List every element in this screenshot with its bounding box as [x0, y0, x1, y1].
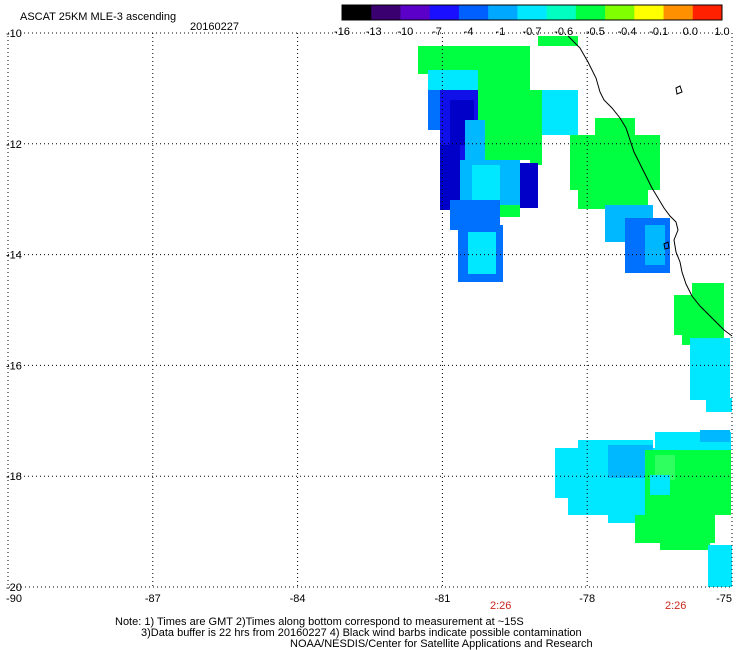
lon-label: -90	[6, 593, 22, 605]
lon-label: -87	[145, 593, 161, 605]
data-cell	[570, 135, 660, 190]
colorbar-swatch	[400, 5, 431, 20]
colorbar-swatch	[488, 5, 518, 20]
lat-label: -10	[6, 28, 22, 40]
lat-labels: -10 -12 -14 -16 -18 -20	[6, 28, 22, 594]
lon-labels: -90 -87 -84 -81 -78 -75	[6, 593, 732, 605]
colorbar-swatch	[429, 5, 460, 20]
colorbar-swatch	[663, 5, 694, 20]
data-cell	[465, 120, 485, 160]
map-title: ASCAT 25KM MLE-3 ascending	[20, 11, 176, 23]
data-cell	[542, 90, 578, 135]
colorbar-swatch	[692, 5, 723, 20]
data-cell	[428, 90, 440, 130]
data-cell	[530, 90, 542, 165]
data-cell	[440, 145, 460, 210]
colorbar-label: -4	[464, 26, 474, 38]
data-cell	[690, 338, 730, 400]
colorbar-label: 0.0	[683, 26, 698, 38]
data-cell	[428, 70, 478, 90]
colorbar-swatch	[546, 5, 577, 20]
data-cell	[468, 232, 496, 274]
lon-label: -81	[434, 593, 450, 605]
lon-label: -78	[579, 593, 595, 605]
note-line-2: 3)Data buffer is 22 hrs from 20160227 4)…	[141, 627, 582, 639]
coastline	[567, 35, 733, 337]
lat-label: -20	[6, 582, 22, 594]
data-cell	[478, 50, 530, 160]
data-cell	[520, 163, 538, 208]
data-cell	[700, 430, 730, 442]
data-cell	[674, 295, 724, 335]
colorbar-label: -7	[432, 26, 442, 38]
colorbar-label: -13	[366, 26, 382, 38]
lon-label: -75	[716, 593, 732, 605]
data-cell	[655, 455, 675, 480]
pass-time: 2:26	[490, 600, 511, 612]
graticule	[8, 33, 732, 587]
island-outline	[663, 241, 670, 250]
lon-label: -84	[290, 593, 306, 605]
wind-data-cells	[418, 36, 732, 587]
colorbar-swatch	[517, 5, 548, 20]
colorbar-swatch	[371, 5, 401, 20]
data-cell	[595, 118, 635, 138]
colorbar-label: -0.4	[618, 26, 637, 38]
colorbar-label: -10	[397, 26, 413, 38]
data-cell	[650, 475, 670, 495]
colorbar-label: -0.7	[523, 26, 542, 38]
map-date: 20160227	[190, 21, 239, 33]
note-line-1: Note: 1) Times are GMT 2)Times along bot…	[115, 616, 524, 628]
note-line-3: NOAA/NESDIS/Center for Satellite Applica…	[290, 638, 593, 650]
colorbar-swatch	[458, 5, 489, 20]
colorbar: -16 -13 -10 -7 -4 -1 -0.7 -0.6 -0.5 -0.4 -0.1 0.0 1.…	[334, 4, 730, 38]
colorbar-label: -1	[495, 26, 505, 38]
lat-label: -12	[6, 139, 22, 151]
colorbar-label: -0.5	[586, 26, 605, 38]
pass-time: 2:26	[665, 600, 686, 612]
lat-label: -14	[6, 250, 22, 262]
colorbar-swatch	[575, 5, 606, 20]
lat-label: -18	[6, 471, 22, 483]
lake-outline	[675, 85, 683, 95]
data-cell	[708, 545, 732, 587]
map-frame	[7, 32, 733, 588]
colorbar-label: -0.1	[649, 26, 668, 38]
data-cell	[568, 490, 608, 515]
colorbar-label: 1.0	[714, 26, 729, 38]
data-cell	[472, 165, 500, 200]
colorbar-label: -0.6	[554, 26, 573, 38]
colorbar-label: -16	[334, 26, 350, 38]
colorbar-swatch	[342, 5, 372, 20]
colorbar-swatch	[605, 5, 635, 20]
lat-label: -16	[6, 360, 22, 372]
colorbar-swatch	[634, 5, 665, 20]
data-cell	[706, 398, 732, 412]
data-cell	[660, 535, 710, 550]
data-cell	[645, 225, 665, 265]
data-cell	[538, 36, 578, 46]
